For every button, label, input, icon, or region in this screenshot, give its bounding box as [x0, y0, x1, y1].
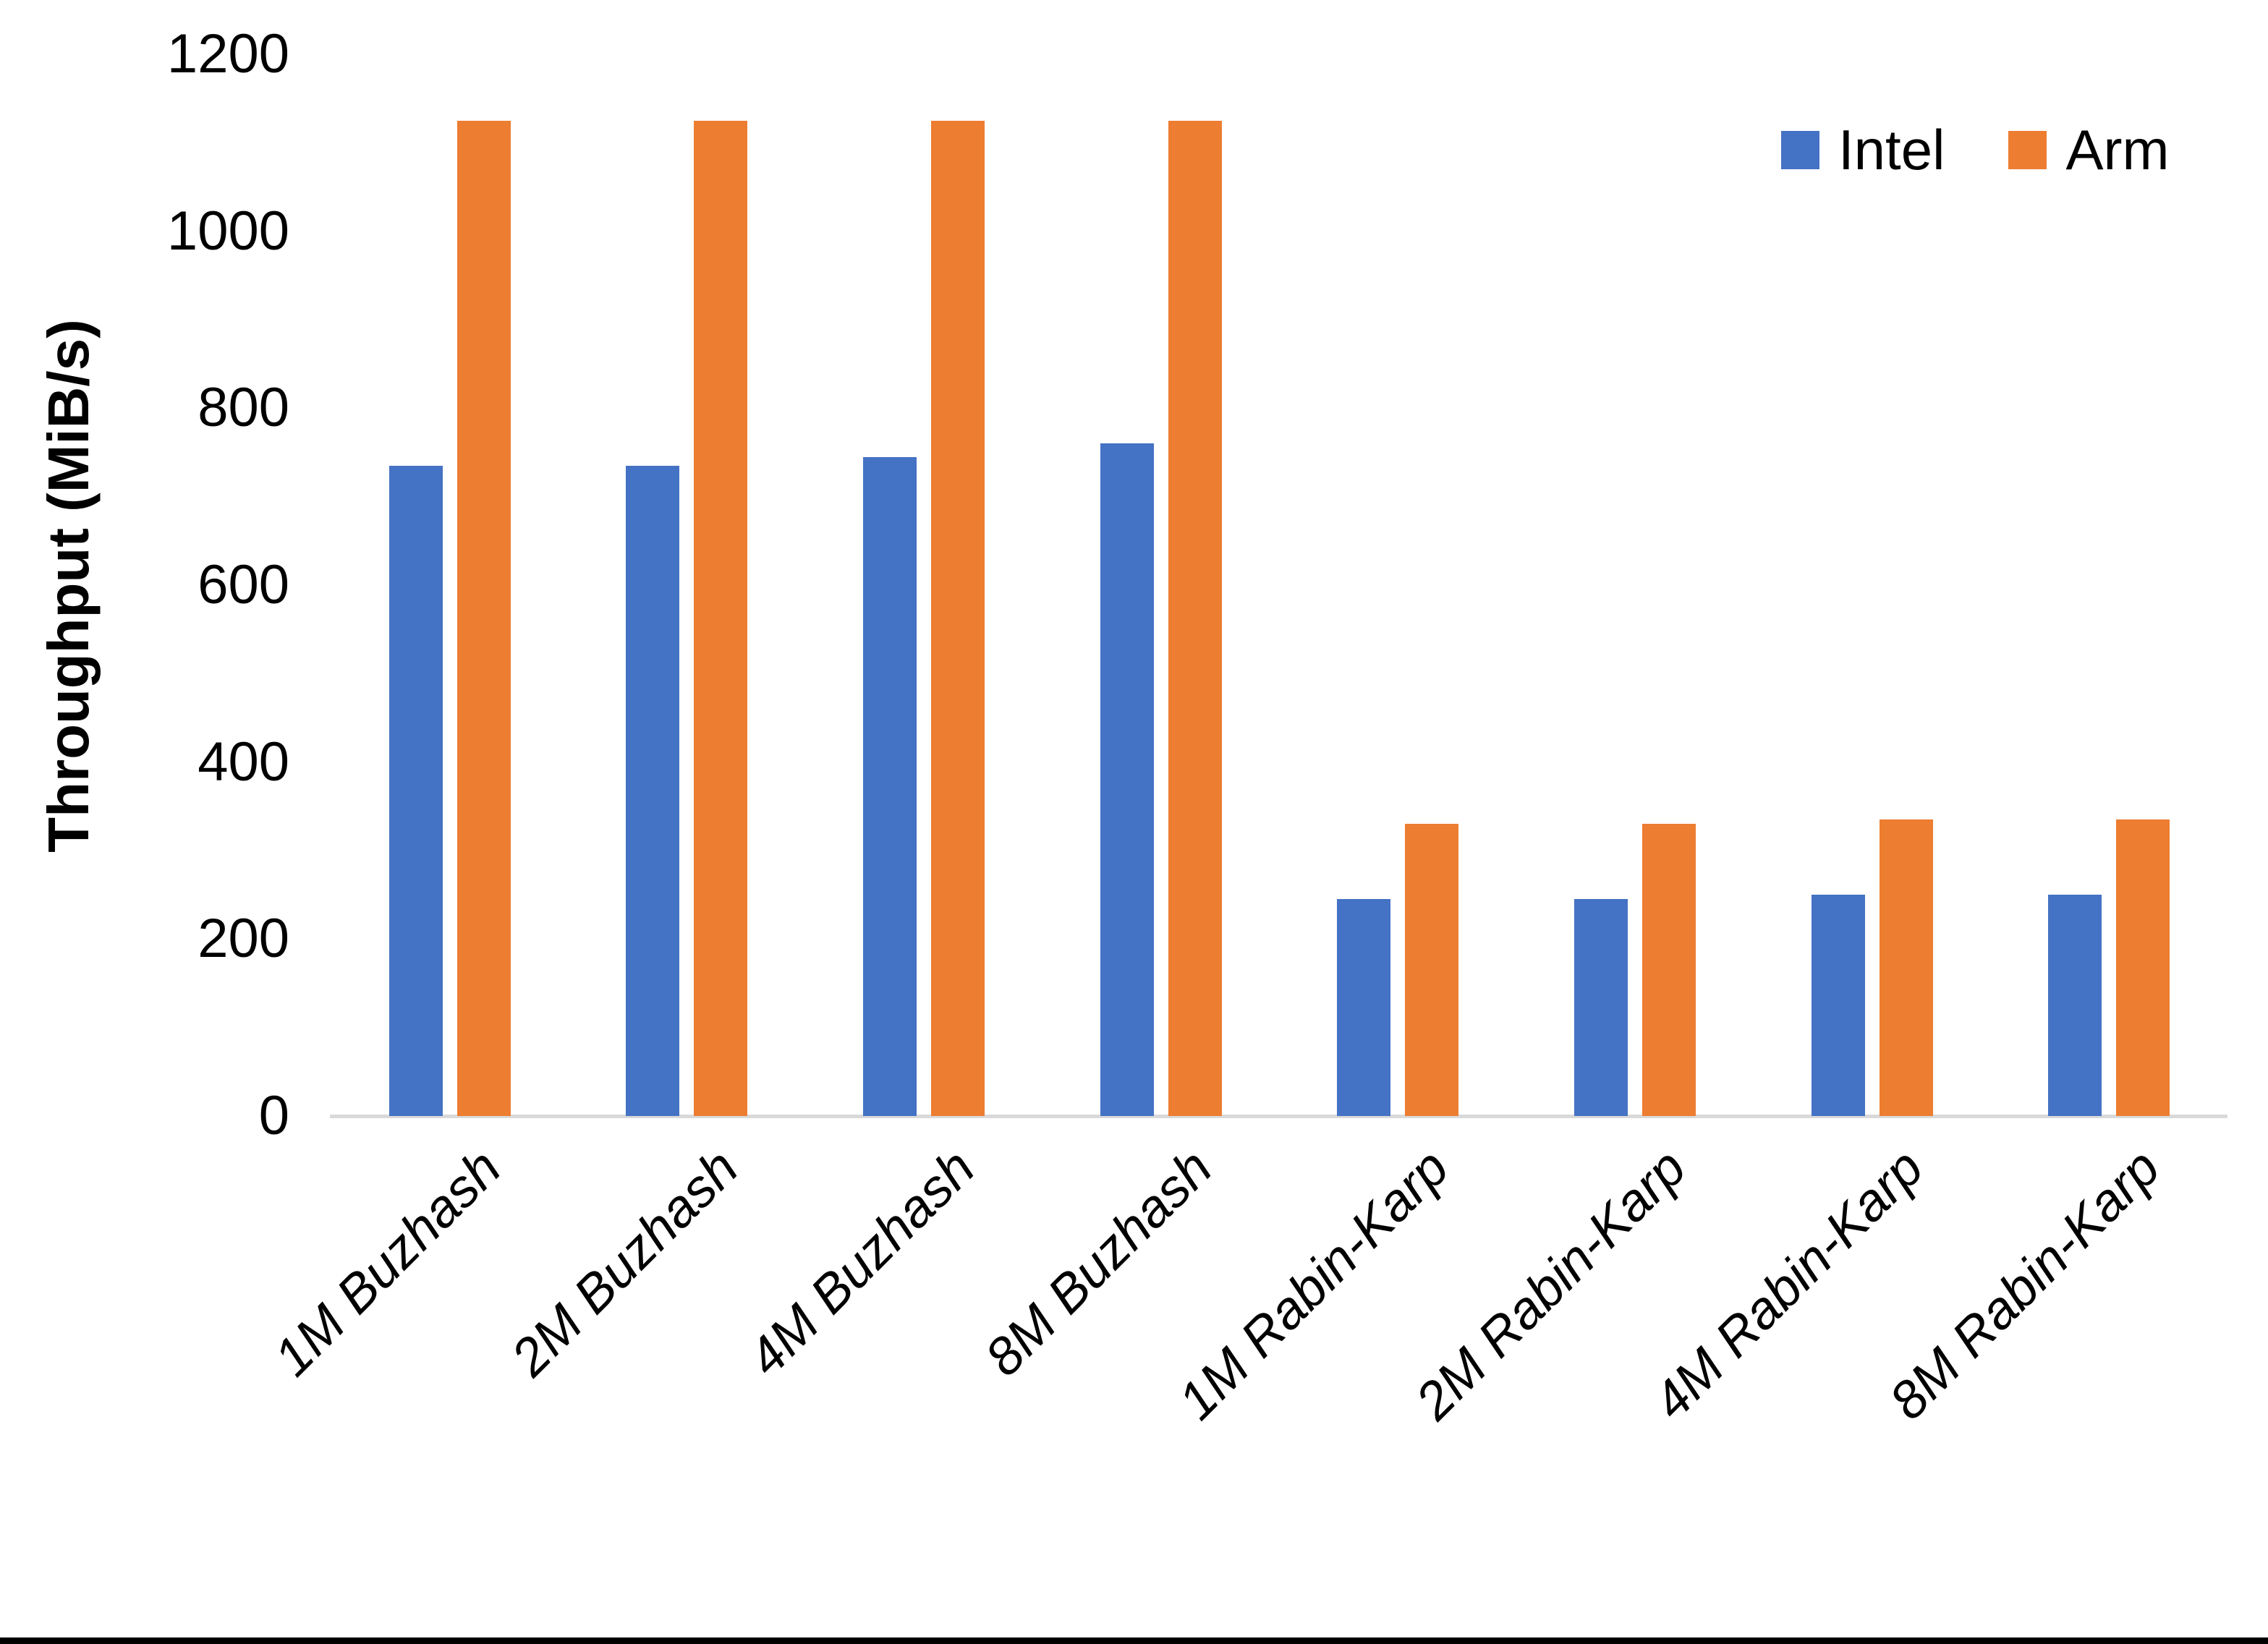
bar-intel-8m-buzhash: [1100, 443, 1154, 1116]
legend-item-arm: Arm: [2008, 122, 2169, 178]
x-category-label-1m-buzhash: 1M Buzhash: [263, 1138, 512, 1387]
bar-intel-4m-rabin-karp: [1811, 895, 1865, 1116]
bar-intel-1m-buzhash: [388, 465, 443, 1116]
x-category-label-2m-buzhash: 2M Buzhash: [500, 1138, 749, 1387]
bar-intel-4m-buzhash: [863, 456, 917, 1116]
bar-arm-8m-buzhash: [1168, 120, 1222, 1116]
bar-intel-8m-rabin-karp: [2048, 895, 2102, 1116]
y-tick-200: 200: [198, 908, 289, 970]
bar-arm-1m-buzhash: [456, 120, 511, 1116]
bar-intel-2m-buzhash: [626, 465, 680, 1116]
legend-item-intel: Intel: [1781, 122, 1945, 178]
y-tick-800: 800: [198, 377, 289, 439]
legend: Intel Arm: [1781, 122, 2169, 178]
x-axis-line: [330, 1115, 2227, 1118]
page-bottom-border: [0, 1637, 2268, 1644]
arm-color-swatch: [2008, 130, 2047, 169]
x-category-label-4m-buzhash: 4M Buzhash: [736, 1138, 987, 1387]
intel-color-swatch: [1781, 130, 1819, 169]
bar-intel-1m-rabin-karp: [1337, 899, 1391, 1116]
bar-arm-4m-rabin-karp: [1879, 819, 1933, 1116]
y-tick-600: 600: [198, 554, 289, 616]
bar-arm-2m-rabin-karp: [1641, 824, 1696, 1116]
x-category-label-8m-buzhash: 8M Buzhash: [974, 1138, 1223, 1387]
y-tick-400: 400: [198, 731, 289, 793]
bar-arm-1m-rabin-karp: [1405, 824, 1459, 1116]
bar-arm-8m-rabin-karp: [2116, 819, 2170, 1116]
bar-arm-4m-buzhash: [931, 120, 985, 1116]
bar-intel-2m-rabin-karp: [1573, 899, 1628, 1116]
y-tick-1200: 1200: [166, 23, 289, 85]
y-tick-1000: 1000: [166, 200, 289, 262]
bar-arm-2m-buzhash: [694, 120, 748, 1116]
legend-label-intel: Intel: [1838, 118, 1945, 182]
legend-label-arm: Arm: [2065, 118, 2170, 182]
y-tick-0: 0: [258, 1085, 289, 1146]
